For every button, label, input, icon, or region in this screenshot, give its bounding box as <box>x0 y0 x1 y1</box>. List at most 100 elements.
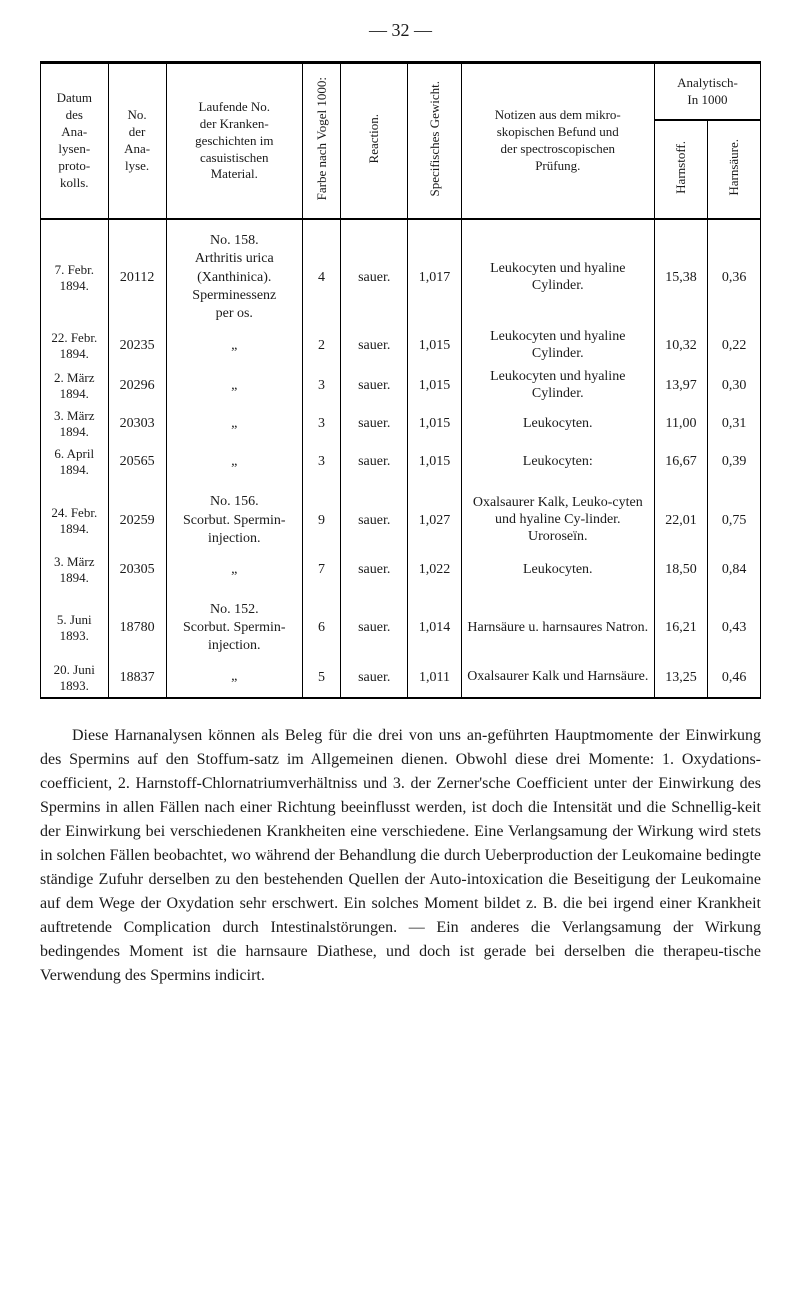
cell-notizen: Leukocyten und hyaline Cylinder. <box>461 326 654 366</box>
cell-datum: 22. Febr. 1894. <box>41 326 109 366</box>
cell-no: 20259 <box>108 481 166 551</box>
cell-reaction: sauer. <box>341 551 408 589</box>
cell-harnsaure: 0,22 <box>708 326 761 366</box>
table-row: 20. Juni 1893.18837„5sauer.1,011Oxalsaur… <box>41 659 761 698</box>
cell-notizen: Leukocyten. <box>461 551 654 589</box>
cell-reaction: sauer. <box>341 481 408 551</box>
cell-material: „ <box>166 405 302 443</box>
table-row: 5. Juni 1893.18780No. 152.Scorbut. Sperm… <box>41 589 761 659</box>
cell-no: 20303 <box>108 405 166 443</box>
cell-notizen: Oxalsaurer Kalk, Leuko-cyten und hyaline… <box>461 481 654 551</box>
cell-material: „ <box>166 366 302 406</box>
header-specif: Specifisches Gewicht. <box>408 63 461 220</box>
cell-datum: 2. März 1894. <box>41 366 109 406</box>
header-harnstoff: Harnstoff. <box>654 120 707 219</box>
cell-no: 20305 <box>108 551 166 589</box>
page-number: — 32 — <box>40 20 761 41</box>
cell-no: 20235 <box>108 326 166 366</box>
cell-no: 20296 <box>108 366 166 406</box>
table-row: 3. März 1894.20305„7sauer.1,022Leukocyte… <box>41 551 761 589</box>
table-row: 3. März 1894.20303„3sauer.1,015Leukocyte… <box>41 405 761 443</box>
cell-material: No. 152.Scorbut. Spermin- injection. <box>166 589 302 659</box>
table-row: 24. Febr. 1894.20259No. 156.Scorbut. Spe… <box>41 481 761 551</box>
cell-farbe: 7 <box>302 551 340 589</box>
cell-harnsaure: 0,36 <box>708 219 761 326</box>
cell-material: „ <box>166 443 302 481</box>
cell-farbe: 3 <box>302 366 340 406</box>
section-material-header: No. 156. <box>171 493 298 511</box>
cell-harnstoff: 15,38 <box>654 219 707 326</box>
cell-reaction: sauer. <box>341 659 408 698</box>
cell-specif: 1,015 <box>408 366 461 406</box>
cell-notizen: Leukocyten. <box>461 405 654 443</box>
table-row: 2. März 1894.20296„3sauer.1,015Leukocyte… <box>41 366 761 406</box>
cell-specif: 1,015 <box>408 443 461 481</box>
header-notizen: Notizen aus dem mikro- skopischen Befund… <box>461 63 654 220</box>
cell-harnstoff: 18,50 <box>654 551 707 589</box>
cell-notizen: Leukocyten: <box>461 443 654 481</box>
cell-material: „ <box>166 659 302 698</box>
header-harnsaure: Harnsäure. <box>708 120 761 219</box>
cell-reaction: sauer. <box>341 405 408 443</box>
cell-harnsaure: 0,84 <box>708 551 761 589</box>
cell-specif: 1,011 <box>408 659 461 698</box>
cell-harnsaure: 0,30 <box>708 366 761 406</box>
header-analytisch: Analytisch- In 1000 <box>654 63 760 121</box>
header-farbe: Farbe nach Vogel 1000: <box>302 63 340 220</box>
cell-datum: 3. März 1894. <box>41 551 109 589</box>
cell-material: „ <box>166 326 302 366</box>
cell-no: 18837 <box>108 659 166 698</box>
cell-reaction: sauer. <box>341 219 408 326</box>
cell-notizen: Leukocyten und hyaline Cylinder. <box>461 219 654 326</box>
cell-specif: 1,017 <box>408 219 461 326</box>
header-reaction: Reaction. <box>341 63 408 220</box>
cell-material: No. 158.Arthritis urica (Xanthinica). Sp… <box>166 219 302 326</box>
header-laufende: Laufende No. der Kranken- geschichten im… <box>166 63 302 220</box>
cell-specif: 1,014 <box>408 589 461 659</box>
cell-harnsaure: 0,75 <box>708 481 761 551</box>
cell-harnstoff: 13,25 <box>654 659 707 698</box>
cell-reaction: sauer. <box>341 589 408 659</box>
analysis-table: Datum des Ana- lysen- proto- kolls. No. … <box>40 61 761 699</box>
cell-datum: 6. April 1894. <box>41 443 109 481</box>
cell-no: 20112 <box>108 219 166 326</box>
cell-harnsaure: 0,46 <box>708 659 761 698</box>
cell-harnsaure: 0,31 <box>708 405 761 443</box>
cell-notizen: Harnsäure u. harnsaures Natron. <box>461 589 654 659</box>
cell-farbe: 3 <box>302 443 340 481</box>
cell-reaction: sauer. <box>341 443 408 481</box>
cell-no: 18780 <box>108 589 166 659</box>
table-row: 7. Febr. 1894.20112No. 158.Arthritis uri… <box>41 219 761 326</box>
cell-specif: 1,027 <box>408 481 461 551</box>
section-material-header: No. 152. <box>171 601 298 619</box>
cell-harnstoff: 16,21 <box>654 589 707 659</box>
cell-farbe: 5 <box>302 659 340 698</box>
section-material-header: No. 158. <box>171 232 298 250</box>
header-no: No. der Ana- lyse. <box>108 63 166 220</box>
cell-datum: 7. Febr. 1894. <box>41 219 109 326</box>
cell-specif: 1,015 <box>408 326 461 366</box>
header-datum: Datum des Ana- lysen- proto- kolls. <box>41 63 109 220</box>
cell-material: „ <box>166 551 302 589</box>
cell-harnstoff: 16,67 <box>654 443 707 481</box>
cell-harnstoff: 10,32 <box>654 326 707 366</box>
cell-datum: 20. Juni 1893. <box>41 659 109 698</box>
cell-datum: 3. März 1894. <box>41 405 109 443</box>
cell-farbe: 3 <box>302 405 340 443</box>
body-paragraph: Diese Harnanalysen können als Beleg für … <box>40 724 761 988</box>
cell-no: 20565 <box>108 443 166 481</box>
cell-notizen: Leukocyten und hyaline Cylinder. <box>461 366 654 406</box>
cell-datum: 5. Juni 1893. <box>41 589 109 659</box>
cell-harnstoff: 22,01 <box>654 481 707 551</box>
cell-harnstoff: 11,00 <box>654 405 707 443</box>
cell-reaction: sauer. <box>341 366 408 406</box>
cell-harnsaure: 0,39 <box>708 443 761 481</box>
cell-notizen: Oxalsaurer Kalk und Harnsäure. <box>461 659 654 698</box>
cell-specif: 1,015 <box>408 405 461 443</box>
table-row: 22. Febr. 1894.20235„2sauer.1,015Leukocy… <box>41 326 761 366</box>
cell-datum: 24. Febr. 1894. <box>41 481 109 551</box>
cell-farbe: 9 <box>302 481 340 551</box>
table-row: 6. April 1894.20565„3sauer.1,015Leukocyt… <box>41 443 761 481</box>
cell-farbe: 6 <box>302 589 340 659</box>
cell-harnstoff: 13,97 <box>654 366 707 406</box>
